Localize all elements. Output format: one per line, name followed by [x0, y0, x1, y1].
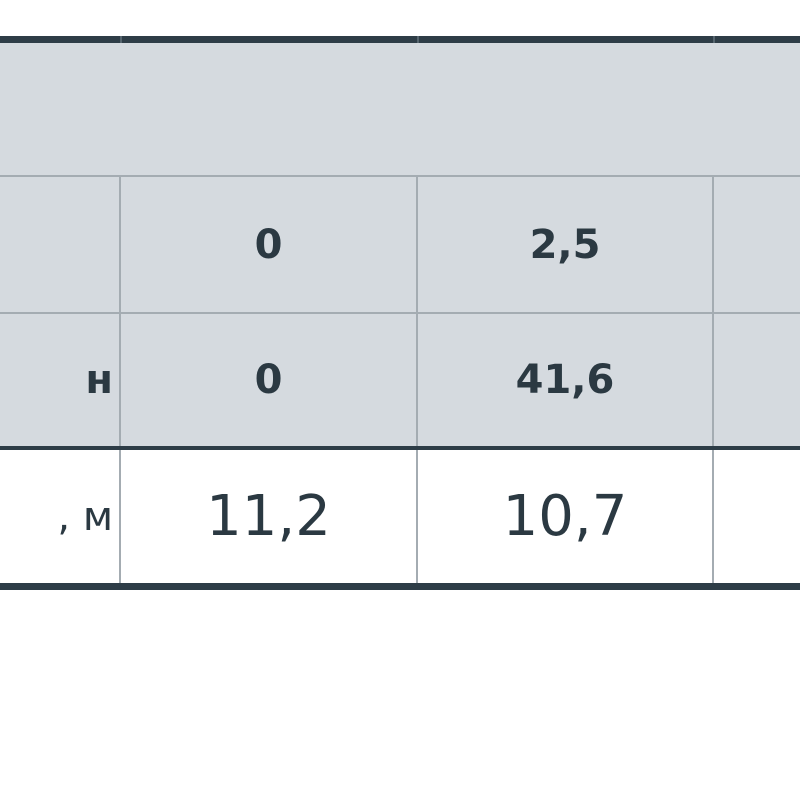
table-cell [714, 177, 800, 312]
table-cell: 11,2 [121, 450, 418, 583]
table-top-border [0, 36, 800, 43]
table-cell: 2,5 [418, 177, 714, 312]
table-row: н 0 41,6 [0, 314, 800, 450]
table-cell: 41,6 [418, 314, 714, 446]
table-cell: 0 [121, 314, 418, 446]
table-cell: 0 [121, 177, 418, 312]
row-label [0, 177, 121, 312]
table-cell: 10,7 [418, 450, 714, 583]
table-header [0, 43, 800, 177]
table-cell [714, 450, 800, 583]
column-divider [417, 36, 419, 43]
row-label: н [0, 314, 121, 446]
table-cell [714, 314, 800, 446]
table-row: 0 2,5 [0, 177, 800, 314]
row-label: , м [0, 450, 121, 583]
column-divider [713, 36, 715, 43]
table-row: , м 11,2 10,7 [0, 450, 800, 590]
column-divider [120, 36, 122, 43]
